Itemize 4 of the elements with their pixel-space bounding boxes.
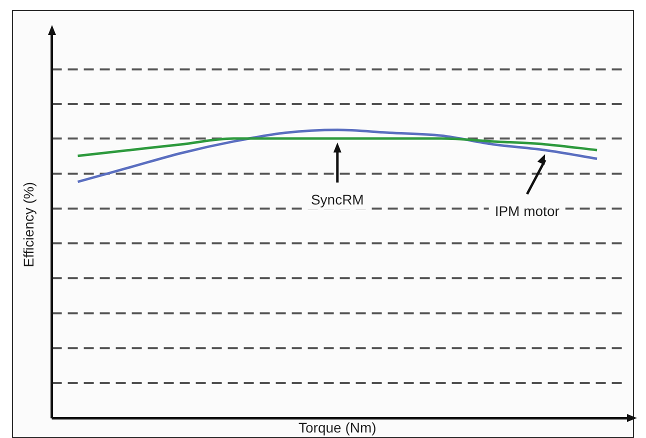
annotation: SyncRM xyxy=(310,191,364,208)
y-axis-title: Efficiency (%) xyxy=(20,182,36,268)
x-axis-title: Torque (Nm) xyxy=(298,419,376,436)
annotation: IPM motor xyxy=(494,202,560,219)
